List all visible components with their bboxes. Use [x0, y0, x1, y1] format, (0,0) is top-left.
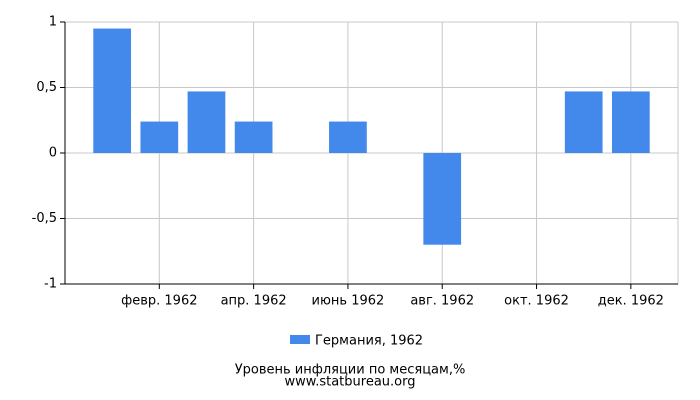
chart-title: Уровень инфляции по месяцам,% — [235, 363, 466, 378]
bar — [611, 91, 650, 153]
y-tick-label: 0,5 — [36, 80, 57, 95]
bar — [329, 121, 367, 153]
x-tick-label: авг. 1962 — [410, 294, 474, 309]
y-tick-label: -0,5 — [32, 211, 57, 226]
y-tick-label: 0 — [49, 146, 57, 161]
y-tick-label: -1 — [44, 277, 57, 292]
legend-label: Германия, 1962 — [315, 334, 423, 349]
x-tick-label: окт. 1962 — [504, 294, 569, 309]
x-tick-label: февр. 1962 — [121, 294, 197, 309]
bar — [423, 153, 462, 245]
bar — [187, 91, 226, 153]
y-tick-label: 1 — [49, 15, 57, 30]
x-tick-label: дек. 1962 — [598, 294, 664, 309]
x-tick-label: июнь 1962 — [312, 294, 385, 309]
bar — [93, 28, 132, 153]
bar — [234, 121, 273, 153]
bar — [564, 91, 603, 153]
legend-swatch — [290, 335, 310, 344]
source: www.statbureau.org — [285, 375, 416, 390]
bar — [140, 121, 179, 153]
x-tick-label: апр. 1962 — [221, 294, 287, 309]
